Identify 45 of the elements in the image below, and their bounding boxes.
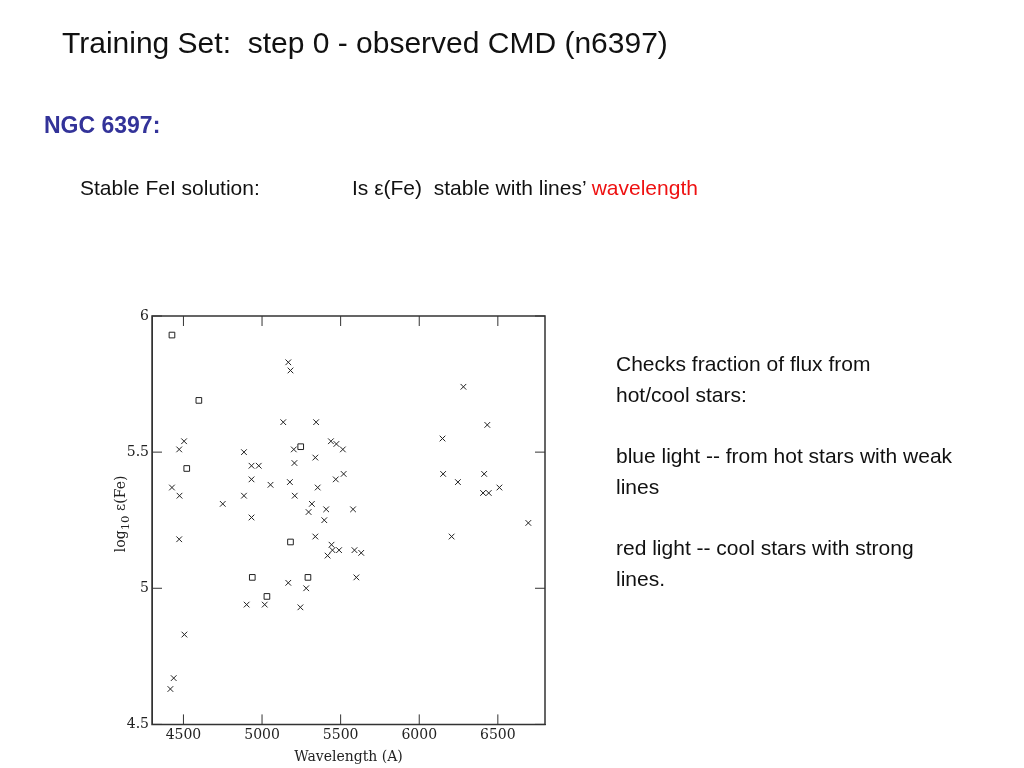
point (168, 331, 176, 339)
point (287, 538, 294, 546)
point (176, 492, 183, 500)
point (181, 631, 188, 638)
point (195, 397, 203, 404)
point (263, 593, 271, 600)
point (183, 465, 191, 472)
point (291, 492, 299, 500)
text: Is ε(Fe) stable with lines’ (352, 176, 587, 199)
point (304, 574, 312, 581)
text: Checks fraction of flux from hot/cool stars: (616, 351, 872, 408)
text: Stable FeI solution: (80, 176, 260, 200)
point (248, 574, 256, 581)
x-axis-title: Wavelength (A) (294, 748, 403, 765)
point (175, 446, 183, 453)
point (339, 446, 347, 453)
y-tick-label: 6 (140, 306, 150, 323)
x-tick-label: 6500 (480, 726, 516, 743)
point (261, 601, 269, 608)
point (312, 454, 319, 461)
point (168, 484, 176, 491)
y-tick-label: 5 (140, 578, 149, 595)
y-tick-label: 4.5 (126, 715, 149, 732)
text: blue light -- from hot stars with weak lines (616, 443, 954, 500)
point (448, 533, 455, 540)
text: red light -- cool stars with strong lines. (616, 535, 915, 592)
point (290, 446, 298, 453)
x-tick-label: 5500 (322, 726, 359, 743)
point (312, 533, 319, 540)
point (240, 492, 248, 500)
point (314, 484, 322, 491)
x-tick-label: 5000 (244, 726, 280, 743)
text: wavelength (591, 176, 698, 199)
x-tick-label: 4500 (165, 726, 202, 743)
point (297, 604, 304, 611)
point (297, 443, 305, 451)
point (302, 584, 310, 592)
point (175, 535, 183, 543)
point (496, 484, 503, 491)
chart-title: Training Set: step 0 - observed CMD (n6397) (62, 26, 668, 60)
x-tick-label: 6000 (401, 726, 438, 743)
chart-subtitle: NGC 6397: (44, 112, 161, 139)
point (332, 476, 340, 483)
point (248, 476, 255, 483)
y-tick-label: 5.5 (126, 442, 149, 459)
